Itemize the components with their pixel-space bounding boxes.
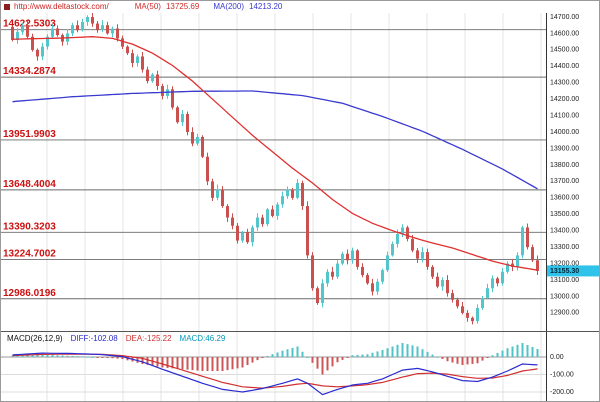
svg-text:13700.00: 13700.00 (550, 178, 579, 185)
svg-text:14400.00: 14400.00 (550, 63, 579, 70)
svg-text:13100.00: 13100.00 (550, 277, 579, 284)
ma200-line (12, 90, 538, 190)
grid-lines (46, 13, 542, 331)
chart-header: http://www.deltastock.com/ MA(50) 13725.6… (1, 1, 599, 13)
macd-panel[interactable]: 0.00 -100.00 -200.00 (1, 332, 600, 402)
ma200-value: 14213.20 (249, 2, 283, 11)
svg-text:13648.4004: 13648.4004 (3, 179, 56, 190)
logo-icon (4, 4, 10, 10)
ma200-legend: MA(200) 14213.20 (213, 1, 282, 13)
svg-text:14200.00: 14200.00 (550, 96, 579, 103)
candlesticks (11, 13, 539, 325)
svg-text:12986.0196: 12986.0196 (3, 288, 56, 299)
watermark-url: http://www.deltastock.com/ (14, 2, 109, 11)
svg-text:13390.3203: 13390.3203 (3, 221, 56, 232)
macd-hist-value: MACD:46.29 (179, 334, 226, 343)
price-level-lines (1, 29, 546, 300)
ma50-value: 13725.69 (165, 2, 200, 11)
last-price-badge: 13155.30 (547, 265, 599, 277)
svg-text:-100.00: -100.00 (550, 371, 574, 378)
ma50-legend: MA(50) 13725.69 (135, 1, 200, 13)
svg-text:13155.30: 13155.30 (550, 268, 579, 275)
panel-separator (1, 331, 599, 332)
svg-text:13800.00: 13800.00 (550, 162, 579, 169)
svg-text:13400.00: 13400.00 (550, 228, 579, 235)
svg-text:14300.00: 14300.00 (550, 80, 579, 87)
svg-text:13200.00: 13200.00 (550, 260, 579, 267)
svg-text:14100.00: 14100.00 (550, 112, 579, 119)
svg-text:14000.00: 14000.00 (550, 129, 579, 136)
macd-dea-value: DEA:-125.22 (125, 334, 172, 343)
svg-text:0.00: 0.00 (550, 354, 564, 361)
svg-text:14622.5303: 14622.5303 (3, 19, 56, 30)
price-level-labels: 14622.5303 14334.2874 13951.9903 13648.4004… (3, 19, 56, 299)
svg-text:14500.00: 14500.00 (550, 47, 579, 54)
macd-diff-line (12, 352, 538, 396)
macd-diff-value: DIFF:-102.08 (70, 334, 118, 343)
svg-text:14700.00: 14700.00 (550, 14, 579, 21)
macd-header: MACD(26,12,9) DIFF:-102.08 DEA:-125.22 MACD… (7, 334, 233, 343)
price-chart[interactable]: 14622.5303 14334.2874 13951.9903 13648.4004… (1, 13, 600, 331)
ma50-line (12, 36, 538, 271)
y-axis-labels: 14700.00 14600.00 14500.00 14400.00 14300.00… (550, 14, 579, 317)
svg-text:13000.00: 13000.00 (550, 293, 579, 300)
svg-text:14600.00: 14600.00 (550, 30, 579, 37)
svg-text:12900.00: 12900.00 (550, 310, 579, 317)
macd-title: MACD(26,12,9) (7, 334, 63, 343)
svg-text:-200.00: -200.00 (550, 389, 574, 396)
svg-text:13224.7002: 13224.7002 (3, 249, 56, 260)
svg-text:13951.9903: 13951.9903 (3, 129, 56, 140)
ma200-label: MA(200) (213, 2, 244, 11)
svg-text:13300.00: 13300.00 (550, 244, 579, 251)
ma50-label: MA(50) (134, 2, 161, 11)
svg-text:13500.00: 13500.00 (550, 211, 579, 218)
svg-text:13600.00: 13600.00 (550, 195, 579, 202)
macd-axis-labels: 0.00 -100.00 -200.00 (550, 354, 574, 396)
svg-text:13900.00: 13900.00 (550, 145, 579, 152)
svg-text:14334.2874: 14334.2874 (3, 66, 56, 77)
